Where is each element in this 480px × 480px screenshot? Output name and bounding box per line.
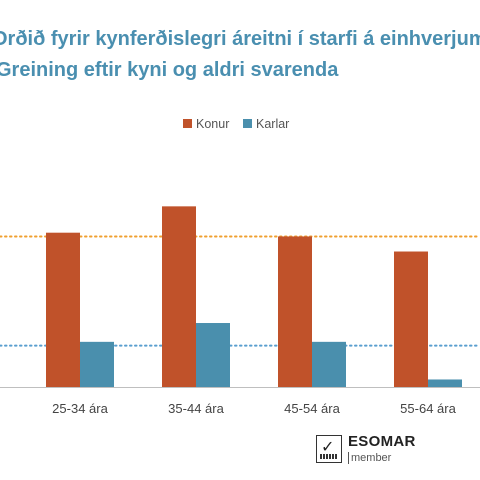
chart-title-line-1: Orðið fyrir kynferðislegri áreitni í sta… (0, 28, 480, 50)
bar-konur-0 (46, 232, 80, 387)
esomar-logo-sub: member (348, 452, 391, 464)
x-tick-label: 25-34 ára (52, 401, 108, 416)
bar-konur-2 (278, 236, 312, 387)
x-tick-label: 55-64 ára (400, 401, 456, 416)
esomar-logo-name: ESOMAR (348, 433, 416, 450)
legend-label-karlar: Karlar (256, 117, 289, 131)
bar-konur-1 (162, 206, 196, 387)
certification-badge-icon: ✓ (316, 435, 342, 463)
bar-karlar-3 (428, 379, 462, 387)
bar-konur-3 (394, 251, 428, 387)
legend-label-konur: Konur (196, 117, 229, 131)
legend-swatch-konur (183, 119, 192, 128)
bar-karlar-0 (80, 341, 114, 387)
x-tick-label: 35-44 ára (168, 401, 224, 416)
legend-swatch-karlar (243, 119, 252, 128)
bar-karlar-2 (312, 341, 346, 387)
chart-subtitle: Greining eftir kyni og aldri svarenda (0, 59, 339, 81)
esomar-logo: ✓ ESOMAR member (316, 433, 426, 469)
bar-karlar-1 (196, 323, 230, 387)
chart-title: Orðið fyrir kynferðislegri áreitni í sta… (0, 28, 480, 88)
x-tick-label: 45-54 ára (284, 401, 340, 416)
